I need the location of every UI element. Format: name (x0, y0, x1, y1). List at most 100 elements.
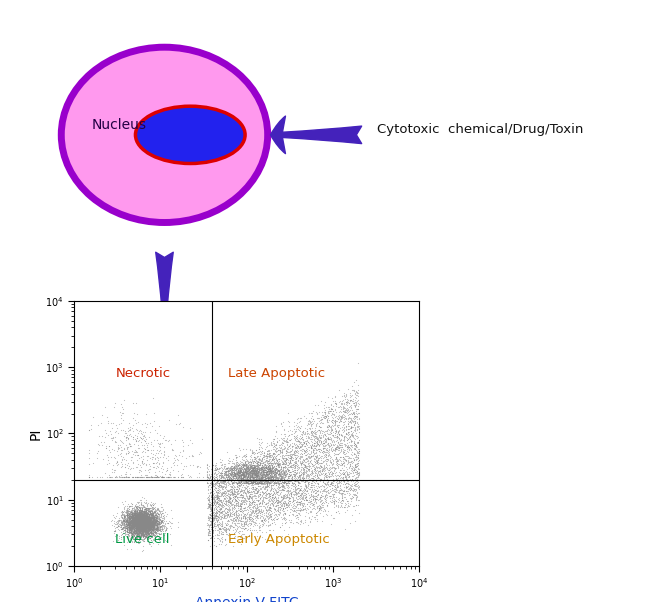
Point (135, 527, 145, 537)
Point (273, 461, 284, 470)
Point (239, 483, 250, 492)
Point (287, 478, 297, 488)
Point (213, 481, 223, 491)
Point (151, 514, 161, 524)
Point (137, 512, 147, 522)
Point (230, 527, 240, 537)
Point (213, 493, 224, 503)
Point (235, 498, 245, 508)
Point (350, 417, 361, 427)
Point (129, 521, 139, 530)
Point (130, 515, 141, 525)
Point (248, 478, 259, 488)
Point (217, 512, 228, 522)
Point (349, 444, 359, 453)
Point (235, 482, 245, 491)
Point (208, 525, 219, 535)
Point (121, 448, 131, 458)
Point (305, 456, 315, 466)
Point (152, 524, 163, 533)
Point (142, 532, 152, 542)
Point (143, 516, 154, 526)
Point (142, 512, 152, 522)
Point (259, 450, 269, 460)
Point (148, 514, 158, 524)
Point (137, 513, 148, 523)
Point (136, 517, 146, 526)
Point (216, 471, 226, 481)
Point (299, 498, 309, 508)
Point (141, 514, 152, 524)
Point (241, 518, 252, 528)
Point (157, 439, 168, 448)
Point (126, 507, 137, 517)
Point (246, 519, 256, 529)
Point (308, 443, 319, 453)
Point (209, 474, 219, 484)
Point (244, 471, 255, 480)
Point (149, 515, 159, 524)
Point (264, 461, 274, 470)
Point (127, 506, 137, 515)
Point (173, 472, 183, 482)
Point (124, 517, 134, 527)
Point (124, 501, 135, 510)
Point (239, 488, 250, 498)
Point (282, 502, 292, 512)
Point (277, 454, 288, 464)
Point (257, 468, 268, 477)
Point (141, 522, 151, 532)
Point (138, 534, 148, 544)
Point (131, 518, 141, 528)
Point (350, 441, 361, 451)
Point (139, 512, 150, 521)
Point (203, 515, 213, 525)
Point (251, 526, 261, 535)
Point (350, 460, 360, 470)
Point (132, 523, 143, 532)
Point (130, 504, 140, 514)
Point (293, 493, 304, 503)
Point (127, 515, 137, 525)
Point (326, 466, 336, 476)
Point (144, 519, 154, 529)
Point (141, 517, 152, 527)
Point (348, 412, 359, 422)
Point (144, 533, 154, 542)
Point (298, 465, 308, 475)
Point (233, 513, 244, 523)
Point (256, 438, 266, 448)
Point (210, 462, 221, 471)
Point (235, 467, 246, 476)
Point (274, 440, 284, 450)
Point (251, 475, 261, 485)
Point (289, 459, 299, 469)
Point (243, 505, 253, 515)
Point (261, 471, 271, 481)
Point (261, 510, 271, 520)
Point (168, 465, 179, 475)
Point (136, 526, 146, 536)
Point (314, 435, 324, 445)
Point (279, 467, 289, 477)
Point (233, 477, 243, 487)
Point (208, 513, 219, 523)
Point (136, 522, 146, 532)
Point (344, 471, 354, 481)
Point (333, 412, 344, 421)
Point (152, 504, 162, 514)
Point (143, 509, 153, 518)
Point (227, 465, 237, 475)
Point (140, 527, 150, 537)
Point (272, 498, 282, 507)
Point (144, 515, 154, 525)
Point (236, 467, 246, 476)
Point (339, 398, 350, 408)
Point (304, 500, 315, 509)
Point (224, 494, 235, 503)
Point (211, 458, 221, 467)
Point (137, 456, 147, 466)
Point (212, 530, 222, 539)
Point (142, 518, 152, 527)
Point (205, 487, 215, 497)
